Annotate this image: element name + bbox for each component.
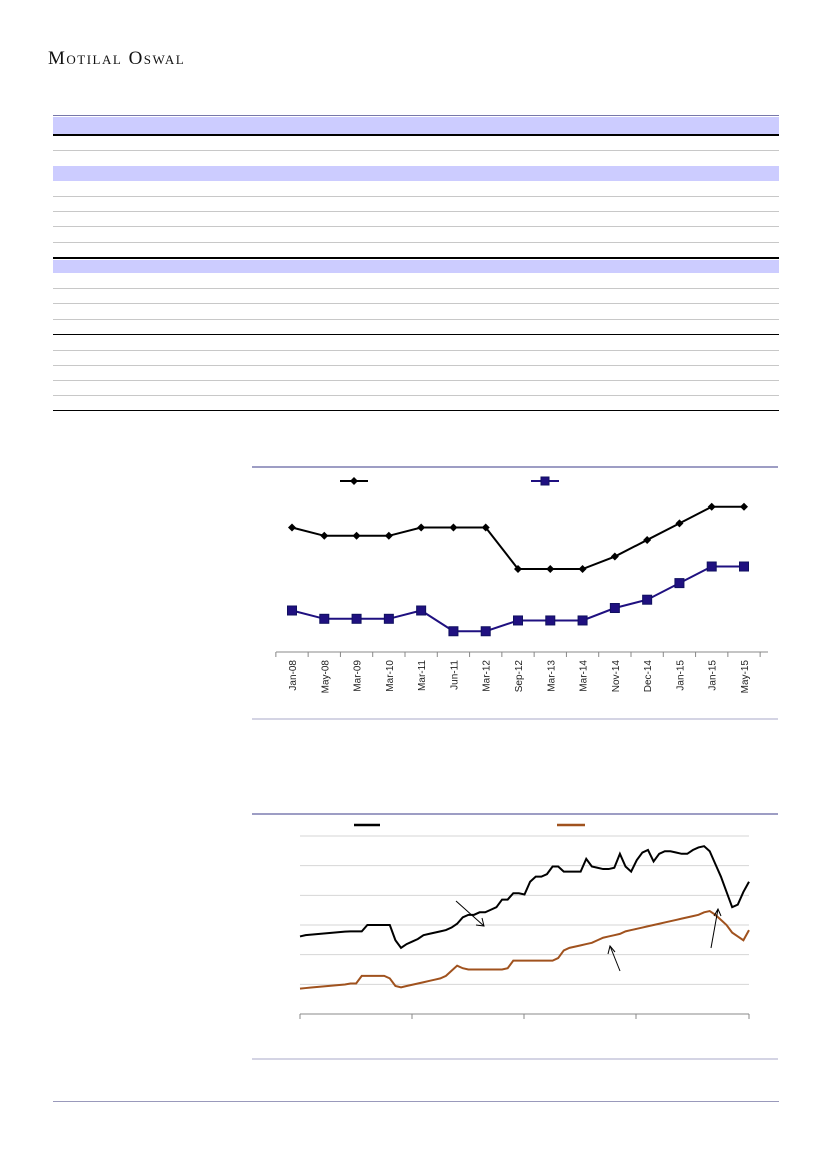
data-point-diamond [610,552,619,561]
data-point-diamond [740,502,748,511]
table-row [53,150,779,151]
x-tick-label: May-15 [740,660,751,694]
data-point-square [319,613,330,624]
chart1-legend [340,476,559,486]
data-point-square [351,613,362,624]
annotation-arrow [609,945,621,972]
data-point-diamond [384,531,393,540]
arrowhead-icon [475,917,485,927]
table-row [53,303,779,304]
x-tick-label: Mar-09 [353,660,364,692]
x-tick-label: Mar-12 [482,660,493,692]
table-row [53,196,779,197]
arrowhead-icon [607,944,616,955]
series-line-brown [299,909,750,990]
table-row [53,395,779,396]
x-tick-label: Sep-12 [514,660,525,693]
data-point-square [287,605,297,616]
x-tick-label: Nov-14 [611,660,622,693]
data-point-diamond [288,523,296,532]
table-row [53,242,779,243]
data-point-diamond [643,535,652,544]
x-tick-label: Mar-10 [385,660,396,692]
table-section-band [53,260,779,273]
table-row [53,319,779,320]
data-point-square [448,626,459,637]
data-point-diamond [481,523,490,532]
table-row [53,288,779,289]
data-point-diamond [514,565,522,573]
arrowhead-icon [713,907,722,917]
data-point-square [674,578,685,589]
data-point-square [480,626,491,637]
data-point-diamond [320,531,329,540]
line-chart-1: Jan-08 May-08 Mar-09 Mar-10 Mar-11 Jun-11 Mar-… [252,466,778,720]
data-point-square [383,613,394,624]
x-tick-label: Mar-14 [579,660,590,692]
data-point-square [577,615,588,626]
data-point-square [545,615,556,626]
annotation-arrow [455,900,485,927]
data-point-diamond [449,523,458,532]
series-line-black [299,845,750,950]
x-tick-label: Dec-14 [643,660,654,693]
series-line-black [291,505,744,570]
x-tick-label: Mar-11 [417,660,428,691]
legend-marker-diamond [350,477,358,485]
data-point-diamond [417,523,426,532]
table-rule [53,134,779,136]
data-point-square [416,605,427,616]
data-point-diamond [352,531,361,540]
x-tick-label: May-08 [320,660,331,694]
brand-logo: Motilal Oswal [48,48,186,69]
table-row [53,211,779,212]
x-tick-label: Jun-11 [449,660,460,690]
table-top-rule [53,115,779,116]
data-point-diamond [578,565,587,573]
annotation-arrow [710,908,719,949]
table-section-band [53,166,779,181]
legend-marker-square [540,476,550,486]
table-bottom-rule [53,410,779,411]
table-rule [53,257,779,259]
footer-rule [53,1101,779,1102]
data-point-square [609,603,620,614]
table-row [53,350,779,351]
data-point-diamond [707,502,716,511]
x-tick-label: Jan-15 [675,660,686,691]
data-point-square [513,615,523,626]
table-rule [53,334,779,335]
data-point-square [642,594,653,605]
data-point-square [706,561,717,572]
x-tick-label: Jan-08 [288,660,299,691]
data-point-diamond [546,565,555,573]
chart2-annotations [455,900,722,972]
table-row [53,380,779,381]
table-row [53,226,779,227]
table-row [53,365,779,366]
data-point-square [739,561,749,572]
x-tick-label: Mar-13 [546,660,557,692]
line-chart-2 [252,813,778,1060]
table-header-band [53,117,779,134]
x-tick-label: Jan-15 [708,660,719,691]
data-point-diamond [675,519,684,528]
